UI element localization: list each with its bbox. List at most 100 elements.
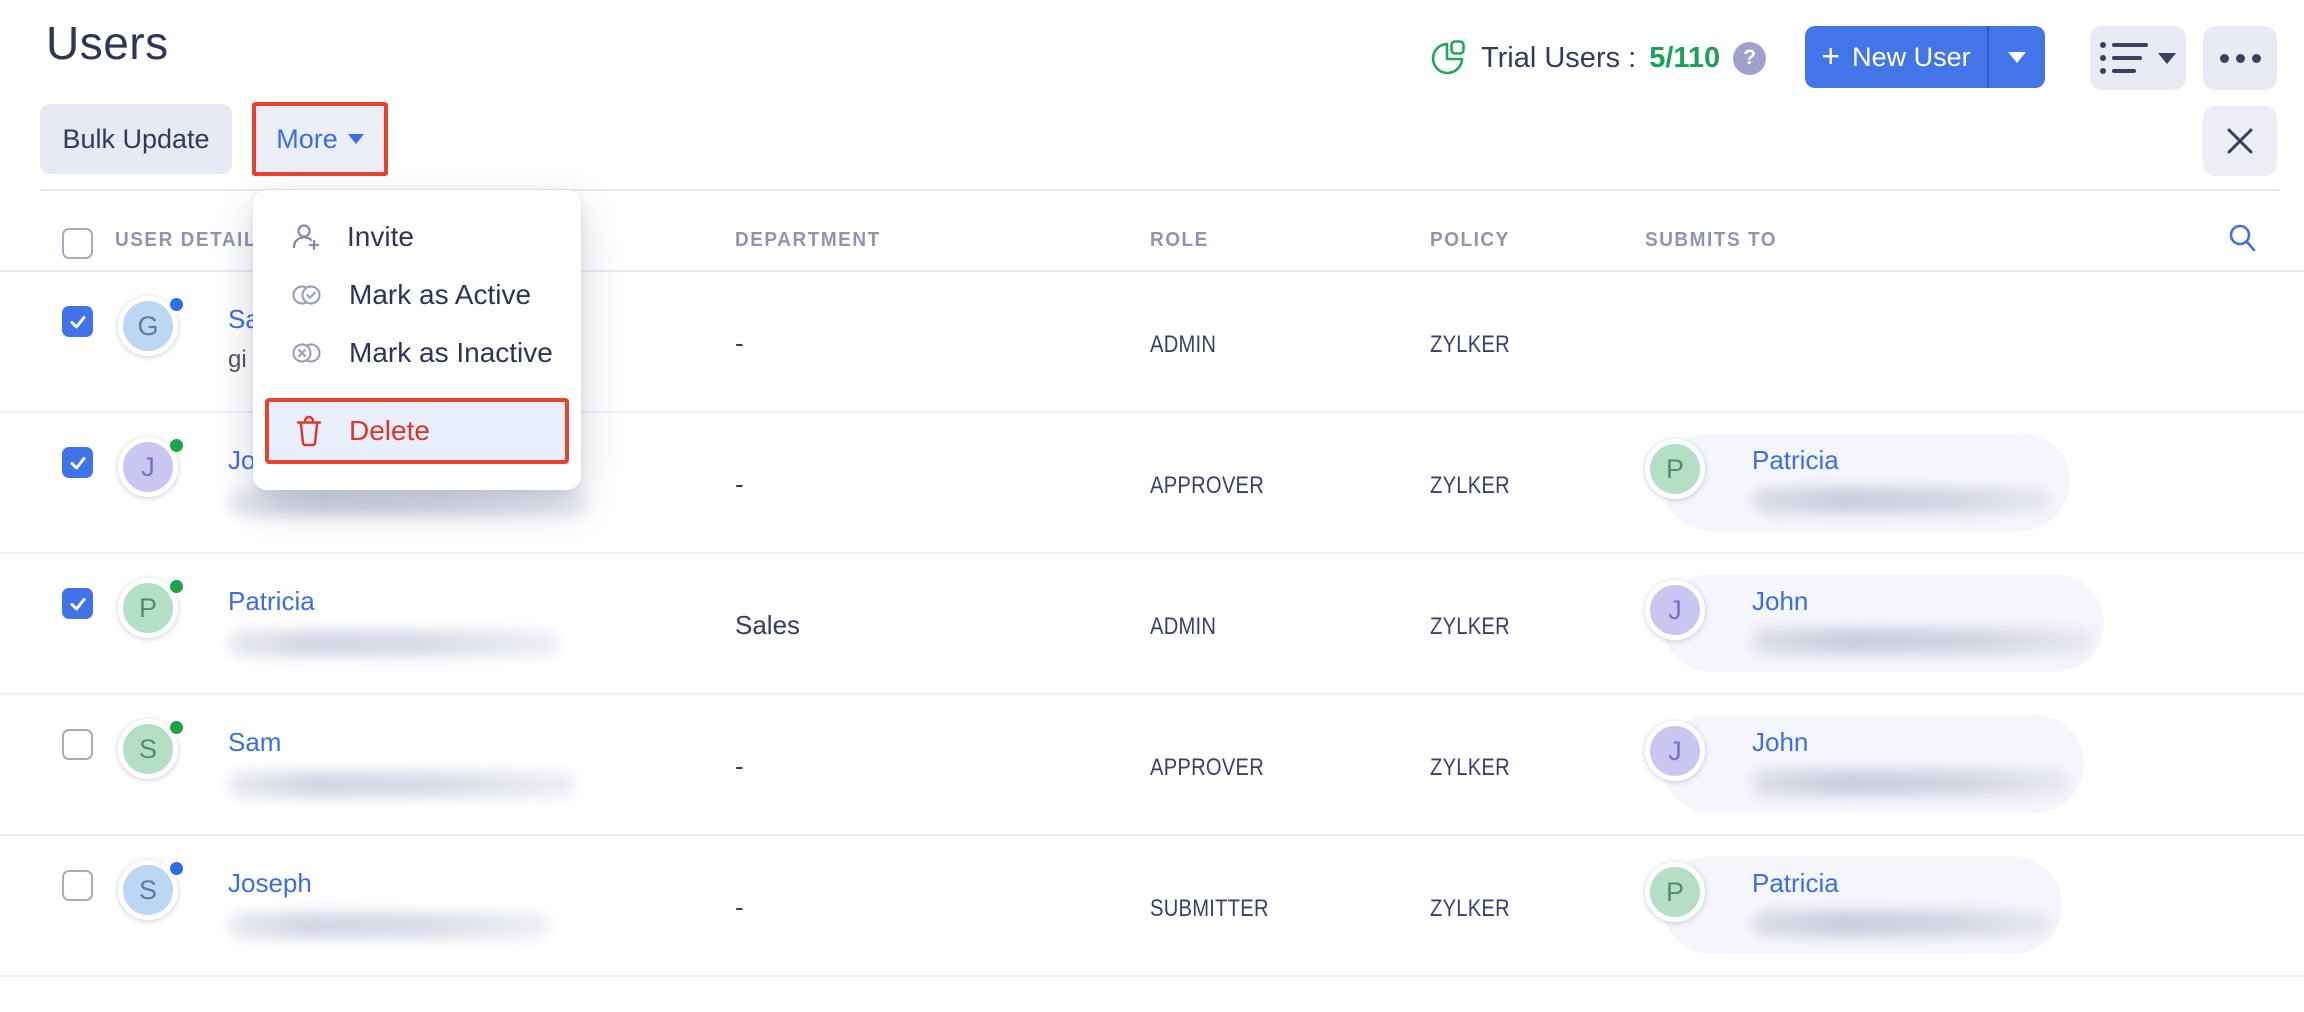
- table-row: G Sa gi - ADMIN ZYLKER: [0, 272, 2304, 413]
- submits-to-chip: [1662, 856, 2062, 954]
- department-value: -: [735, 892, 744, 922]
- list-view-icon: [2100, 42, 2148, 74]
- policy-value: ZYLKER: [1430, 331, 1510, 358]
- submits-to-name-link[interactable]: Patricia: [1752, 868, 1839, 898]
- list-view-switch-button[interactable]: [2090, 26, 2186, 90]
- department-value: Sales: [735, 610, 801, 640]
- column-header-submits-to[interactable]: SUBMITS TO: [1645, 229, 1778, 251]
- avatar: S: [118, 859, 188, 930]
- user-name-link[interactable]: Sam: [228, 727, 282, 757]
- submits-to-name-link[interactable]: Patricia: [1752, 445, 1839, 475]
- avatar: J: [1645, 721, 1715, 791]
- row-checkbox[interactable]: [62, 306, 93, 337]
- policy-value: ZYLKER: [1430, 613, 1510, 640]
- user-name-link[interactable]: Patricia: [228, 586, 315, 616]
- trial-users-count: 5/110: [1649, 41, 1721, 74]
- table-row: J Jo - APPROVER ZYLKER P Patricia: [0, 413, 2304, 554]
- menu-item-mark-as-inactive[interactable]: Mark as Inactive: [253, 324, 581, 382]
- avatar: S: [118, 718, 188, 789]
- user-name-link[interactable]: Jo: [228, 445, 256, 475]
- blurred-email: [228, 771, 576, 798]
- row-checkbox[interactable]: [62, 729, 93, 760]
- menu-item-mark-as-active[interactable]: Mark as Active: [253, 266, 581, 324]
- column-header-user-details[interactable]: USER DETAILS: [115, 229, 272, 251]
- select-all-checkbox[interactable]: [62, 228, 93, 259]
- search-icon[interactable]: [2226, 222, 2258, 254]
- mark-inactive-icon: [289, 336, 325, 370]
- row-checkbox[interactable]: [62, 447, 93, 478]
- policy-value: ZYLKER: [1430, 895, 1510, 922]
- new-user-dropdown-caret[interactable]: [1989, 26, 2045, 88]
- submits-to-name-link[interactable]: John: [1752, 586, 1809, 616]
- submits-to-name-link[interactable]: John: [1752, 727, 1809, 757]
- avatar: P: [1645, 862, 1715, 932]
- blurred-email: [1752, 910, 2052, 937]
- row-checkbox[interactable]: [62, 588, 93, 619]
- department-value: -: [735, 328, 744, 358]
- role-value: ADMIN: [1150, 613, 1217, 640]
- new-user-label: New User: [1852, 41, 1971, 72]
- role-value: APPROVER: [1150, 472, 1265, 499]
- column-header-department[interactable]: DEPARTMENT: [735, 229, 881, 251]
- table-row: S Joseph - SUBMITTER ZYLKER P Patricia: [0, 836, 2304, 977]
- blurred-email: [1752, 487, 2052, 514]
- role-value: SUBMITTER: [1150, 895, 1269, 922]
- submits-to-chip: [1662, 574, 2104, 672]
- trial-users-indicator: Trial Users : 5/110 ?: [1428, 30, 1767, 86]
- ellipsis-icon: [2219, 53, 2261, 63]
- user-name-link[interactable]: Joseph: [228, 868, 312, 898]
- avatar: P: [118, 577, 188, 648]
- chevron-down-icon: [2158, 52, 2176, 64]
- avatar: G: [118, 295, 188, 366]
- close-button[interactable]: [2203, 106, 2277, 176]
- more-dropdown-menu: Invite Mark as Active Mark as Inactive: [253, 190, 581, 490]
- table-row: P Patricia Sales ADMIN ZYLKER J John: [0, 554, 2304, 695]
- blurred-email: [1752, 628, 2092, 655]
- table-row: S Sam - APPROVER ZYLKER J John: [0, 695, 2304, 836]
- role-value: ADMIN: [1150, 331, 1217, 358]
- role-value: APPROVER: [1150, 754, 1265, 781]
- department-value: -: [735, 469, 744, 499]
- chevron-down-icon: [347, 134, 364, 144]
- help-icon[interactable]: ?: [1733, 41, 1767, 75]
- chevron-down-icon: [2008, 51, 2026, 63]
- row-checkbox[interactable]: [62, 870, 93, 901]
- blurred-email: [228, 912, 550, 939]
- more-button-highlighted[interactable]: More: [252, 102, 388, 176]
- table-top-divider: [40, 189, 2280, 191]
- blurred-email: [1752, 769, 2070, 796]
- new-user-button[interactable]: + New User: [1805, 26, 2045, 88]
- avatar: J: [118, 436, 188, 507]
- menu-item-delete-highlighted[interactable]: Delete: [265, 398, 569, 464]
- policy-value: ZYLKER: [1430, 472, 1510, 499]
- bulk-update-button[interactable]: Bulk Update: [40, 104, 232, 174]
- more-options-button[interactable]: [2203, 26, 2277, 90]
- blurred-email: [228, 630, 560, 657]
- page-title: Users: [46, 17, 169, 69]
- plus-icon: +: [1821, 37, 1841, 74]
- user-email: gi: [228, 346, 247, 373]
- status-dot: [167, 436, 186, 455]
- menu-item-invite[interactable]: Invite: [253, 208, 581, 266]
- invite-user-icon: [289, 220, 323, 254]
- avatar: P: [1645, 439, 1715, 509]
- status-dot: [167, 295, 186, 314]
- submits-to-chip: [1662, 715, 2084, 813]
- table-header-row: USER DETAILS DEPARTMENT ROLE POLICY SUBM…: [0, 215, 2304, 272]
- more-label: More: [276, 123, 338, 154]
- column-header-role[interactable]: ROLE: [1150, 229, 1209, 251]
- status-dot: [167, 577, 186, 596]
- pie-chart-icon: [1428, 38, 1468, 78]
- close-icon: [2223, 124, 2257, 158]
- trial-users-label: Trial Users :: [1481, 41, 1637, 74]
- blurred-email: [228, 489, 588, 516]
- trash-icon: [293, 414, 325, 448]
- department-value: -: [735, 751, 744, 781]
- avatar: J: [1645, 580, 1715, 650]
- status-dot: [167, 718, 186, 737]
- column-header-policy[interactable]: POLICY: [1430, 229, 1510, 251]
- policy-value: ZYLKER: [1430, 754, 1510, 781]
- submits-to-chip: [1662, 433, 2070, 531]
- status-dot: [167, 859, 186, 878]
- mark-active-icon: [289, 278, 325, 312]
